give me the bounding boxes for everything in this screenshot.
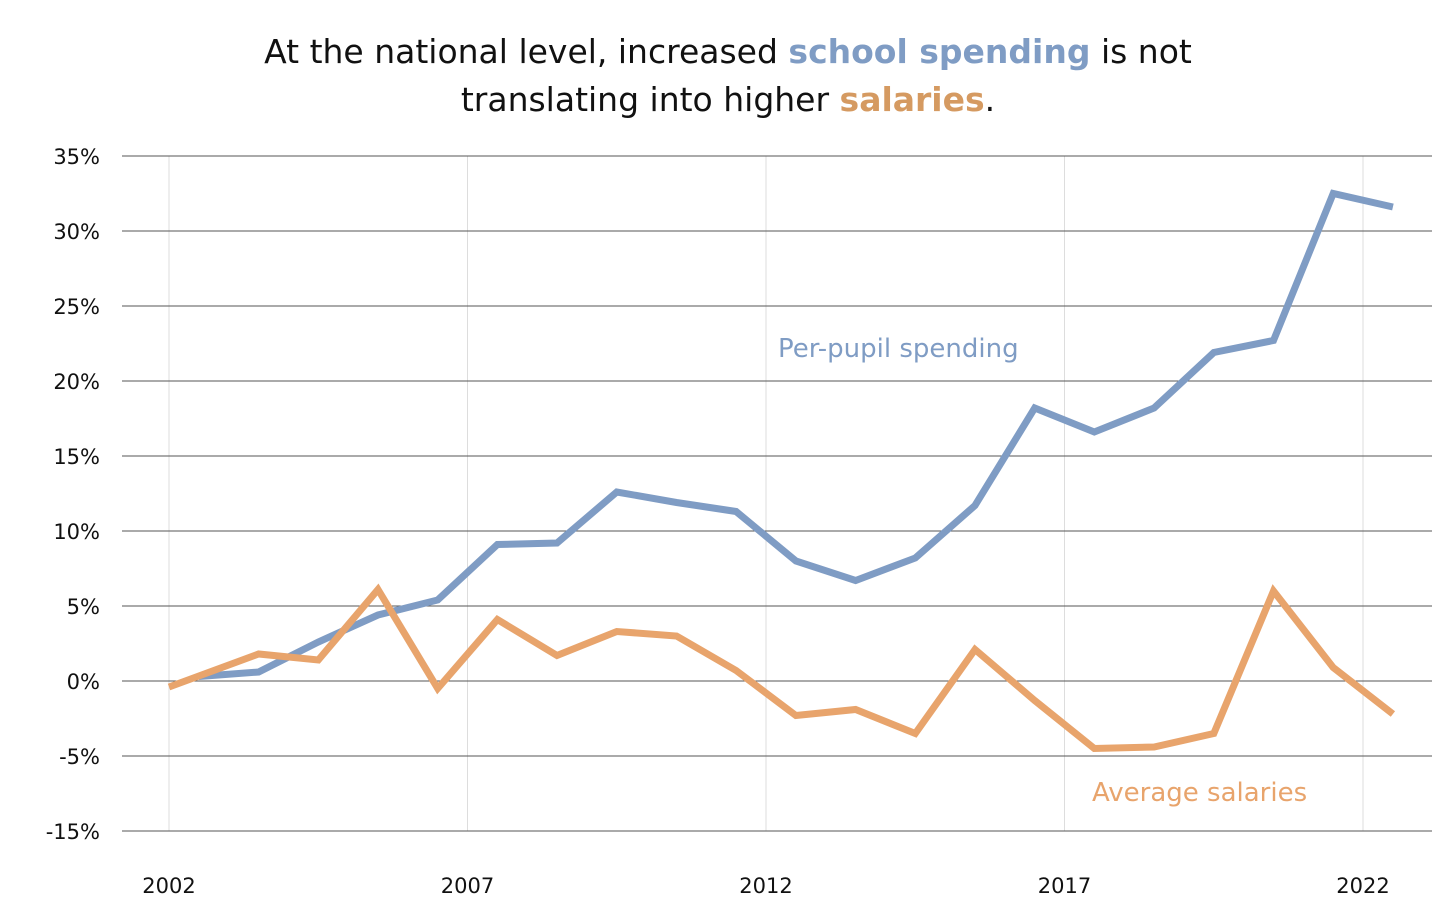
title-text-1: At the national level, increased (264, 32, 789, 71)
y-tick-label: 25% (53, 295, 100, 319)
chart-title: At the national level, increased school … (0, 28, 1456, 124)
series-line-salaries (167, 583, 1396, 753)
series-label-salaries: Average salaries (1092, 778, 1307, 808)
y-tick-label: 0% (67, 670, 100, 694)
series-line-spending (198, 189, 1394, 680)
y-tick-label: 10% (53, 520, 100, 544)
title-text-2: is not (1090, 32, 1192, 71)
x-tick-label: 2007 (441, 874, 494, 898)
y-tick-label: 35% (53, 145, 100, 169)
title-highlight-salaries: salaries (839, 80, 985, 119)
y-tick-label: 5% (67, 595, 100, 619)
x-tick-label: 2002 (142, 874, 195, 898)
y-tick-label: -5% (59, 745, 100, 769)
title-highlight-spending: school spending (788, 32, 1091, 71)
y-tick-label: 20% (53, 370, 100, 394)
title-text-3: translating into higher (460, 80, 840, 119)
y-tick-label: 30% (53, 220, 100, 244)
x-tick-label: 2022 (1336, 874, 1389, 898)
series-label-spending: Per-pupil spending (778, 334, 1019, 364)
y-tick-label: 15% (53, 445, 100, 469)
x-tick-label: 2017 (1038, 874, 1091, 898)
x-tick-label: 2012 (739, 874, 792, 898)
y-tick-label: -15% (46, 820, 100, 844)
title-text-4: . (984, 80, 996, 119)
